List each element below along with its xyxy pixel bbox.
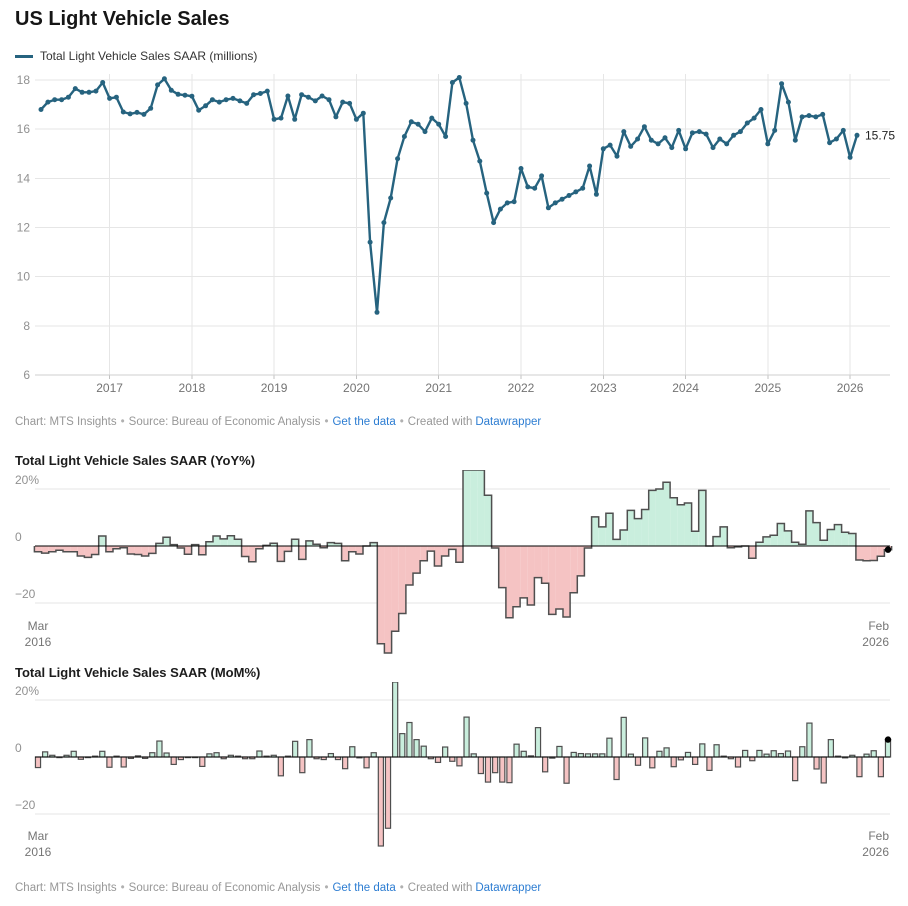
svg-text:Mar: Mar bbox=[28, 619, 49, 633]
yoy-chart-title: Total Light Vehicle Sales SAAR (YoY%) bbox=[15, 453, 256, 468]
svg-text:12: 12 bbox=[17, 221, 31, 235]
line-swatch-icon bbox=[15, 54, 33, 58]
legend-label: Total Light Vehicle Sales SAAR (millions… bbox=[40, 49, 258, 63]
step-outline bbox=[33, 470, 893, 654]
axis-labels: 20% 0 −20 Mar 2016 Feb 2026 bbox=[15, 684, 889, 859]
svg-text:10: 10 bbox=[17, 270, 31, 284]
gridlines bbox=[35, 699, 890, 815]
svg-text:2020: 2020 bbox=[343, 381, 370, 395]
yoy-bars bbox=[33, 470, 893, 654]
svg-text:2022: 2022 bbox=[508, 381, 535, 395]
svg-text:6: 6 bbox=[23, 368, 30, 382]
svg-text:Mar: Mar bbox=[28, 829, 49, 843]
bullet-separator: • bbox=[120, 416, 125, 428]
chart-footer-bottom: Chart: MTS Insights • Source: Bureau of Ec… bbox=[15, 882, 541, 894]
line-chart: 18 16 14 12 10 8 6 2017 2018 2019 2020 2021 2022 2023… bbox=[17, 73, 896, 395]
yoy-chart: 20% 0 −20 Mar 2016 Feb 2026 bbox=[15, 470, 893, 654]
svg-text:−20: −20 bbox=[15, 798, 36, 812]
svg-text:2018: 2018 bbox=[179, 381, 206, 395]
svg-text:2017: 2017 bbox=[96, 381, 123, 395]
bullet-separator: • bbox=[324, 882, 329, 894]
svg-text:2026: 2026 bbox=[862, 845, 889, 859]
svg-text:2025: 2025 bbox=[754, 381, 781, 395]
footer-source: Source: Bureau of Economic Analysis bbox=[128, 882, 321, 894]
bullet-separator: • bbox=[399, 416, 404, 428]
latest-point-dot bbox=[884, 736, 892, 743]
svg-text:2026: 2026 bbox=[862, 635, 889, 649]
svg-text:Feb: Feb bbox=[868, 829, 889, 843]
mom-bars bbox=[34, 682, 892, 847]
svg-text:−20: −20 bbox=[15, 587, 36, 601]
gridlines: 18 16 14 12 10 8 6 bbox=[17, 73, 890, 382]
svg-text:18: 18 bbox=[17, 73, 31, 87]
x-axis: 2017 2018 2019 2020 2021 2022 2023 2024 2025 2026 bbox=[35, 374, 890, 395]
mom-chart: 20% 0 −20 Mar 2016 Feb 2026 bbox=[15, 682, 892, 859]
svg-text:8: 8 bbox=[23, 319, 30, 333]
svg-text:14: 14 bbox=[17, 171, 31, 185]
mom-chart-title: Total Light Vehicle Sales SAAR (MoM%) bbox=[15, 665, 261, 680]
svg-text:2021: 2021 bbox=[425, 381, 452, 395]
svg-text:2016: 2016 bbox=[25, 845, 52, 859]
get-data-link[interactable]: Get the data bbox=[332, 882, 396, 894]
datawrapper-link[interactable]: Datawrapper bbox=[475, 882, 542, 894]
svg-text:Feb: Feb bbox=[868, 619, 889, 633]
bullet-separator: • bbox=[120, 882, 125, 894]
svg-text:20%: 20% bbox=[15, 684, 39, 698]
chart-footer-top: Chart: MTS Insights • Source: Bureau of Ec… bbox=[15, 416, 541, 428]
sales-line-series: 15.75 bbox=[38, 75, 895, 315]
end-value-label: 15.75 bbox=[865, 128, 895, 142]
svg-text:0: 0 bbox=[15, 530, 22, 544]
footer-credit: Chart: MTS Insights bbox=[15, 416, 117, 428]
datawrapper-link[interactable]: Datawrapper bbox=[475, 416, 542, 428]
axis-labels: 20% 0 −20 Mar 2016 Feb 2026 bbox=[15, 473, 889, 649]
footer-created-with: Created with bbox=[407, 416, 473, 428]
svg-text:16: 16 bbox=[17, 122, 31, 136]
svg-text:2016: 2016 bbox=[25, 635, 52, 649]
footer-credit: Chart: MTS Insights bbox=[15, 882, 117, 894]
svg-text:2026: 2026 bbox=[837, 381, 864, 395]
svg-text:2024: 2024 bbox=[672, 381, 699, 395]
legend: Total Light Vehicle Sales SAAR (millions… bbox=[15, 49, 257, 63]
svg-text:2023: 2023 bbox=[590, 381, 617, 395]
page-title: US Light Vehicle Sales bbox=[15, 8, 230, 30]
svg-text:2019: 2019 bbox=[261, 381, 288, 395]
footer-created-with: Created with bbox=[407, 882, 473, 894]
latest-point-dot bbox=[884, 546, 892, 553]
get-data-link[interactable]: Get the data bbox=[332, 416, 396, 428]
bullet-separator: • bbox=[324, 416, 329, 428]
svg-text:0: 0 bbox=[15, 741, 22, 755]
footer-source: Source: Bureau of Economic Analysis bbox=[128, 416, 321, 428]
svg-text:20%: 20% bbox=[15, 473, 39, 487]
bullet-separator: • bbox=[399, 882, 404, 894]
